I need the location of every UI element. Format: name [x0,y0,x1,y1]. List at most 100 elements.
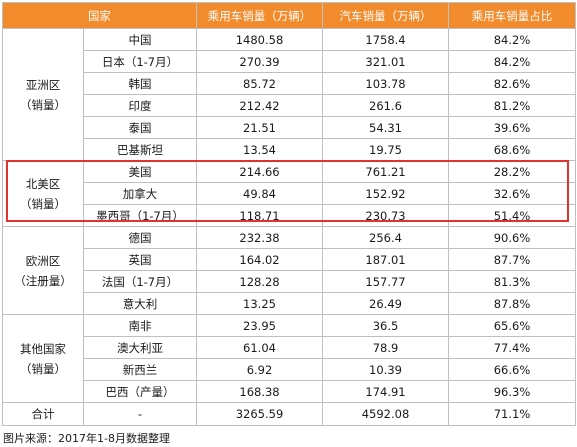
header-passenger-share: 乘用车销量占比 [448,2,576,29]
total-vehicle-sales: 4592.08 [322,402,449,426]
vehicle-sales-cell: 187.01 [322,248,449,271]
region-metric: （销量） [20,97,66,112]
share-cell: 65.6% [448,314,576,337]
header-vehicle-sales: 汽车销量（万辆） [322,2,449,29]
sales-table: 国家 乘用车销量（万辆） 汽车销量（万辆） 乘用车销量占比 亚洲区 （销量） 中国 1… [2,2,576,426]
share-cell: 28.2% [448,160,576,183]
vehicle-sales-cell: 1758.4 [322,28,449,51]
country-cell: 巴西（产量） [83,380,197,403]
vehicle-sales-cell: 78.9 [322,336,449,359]
passenger-sales-cell: 164.02 [196,248,323,271]
passenger-sales-cell: 6.92 [196,358,323,381]
region-name: 北美区 [25,176,61,191]
table-row: 欧洲区 （注册量） 德国 232.38 256.4 90.6% [2,226,576,315]
passenger-sales-cell: 49.84 [196,182,323,205]
passenger-sales-cell: 85.72 [196,72,323,95]
region-cell: 北美区 （销量） [2,160,84,227]
share-cell: 51.4% [448,204,576,227]
table-row: 澳大利亚 61.04 78.9 77.4% [3,336,576,359]
passenger-sales-cell: 214.66 [196,160,323,183]
vehicle-sales-cell: 10.39 [322,358,449,381]
vehicle-sales-cell: 256.4 [322,226,449,249]
country-cell: 新西兰 [83,358,197,381]
share-cell: 87.7% [448,248,576,271]
share-cell: 82.6% [448,72,576,95]
vehicle-sales-cell: 36.5 [322,314,449,337]
total-label: 合计 [2,402,84,426]
table-row: 其他国家 （销量） 南非 23.95 36.5 65.6% [2,314,576,403]
total-share: 71.1% [448,402,576,426]
source-note: 图片来源：2017年1-8月数据整理 [3,432,170,445]
vehicle-sales-cell: 761.21 [322,160,449,183]
passenger-sales-cell: 1480.58 [196,28,323,51]
passenger-sales-cell: 118.71 [196,204,323,227]
share-cell: 87.8% [448,292,576,315]
country-cell: 意大利 [83,292,197,315]
table-row: 意大利 13.25 26.49 87.8% [3,292,576,315]
share-cell: 96.3% [448,380,576,403]
share-cell: 66.6% [448,358,576,381]
total-country-cell: - [83,402,197,426]
share-cell: 84.2% [448,28,576,51]
vehicle-sales-cell: 174.91 [322,380,449,403]
vehicle-sales-cell: 26.49 [322,292,449,315]
country-cell: 澳大利亚 [83,336,197,359]
region-name: 其他国家 [20,341,66,356]
table-row: 英国 164.02 187.01 87.7% [3,248,576,271]
passenger-sales-cell: 13.54 [196,138,323,161]
country-cell: 美国 [83,160,197,183]
country-cell: 英国 [83,248,197,271]
share-cell: 39.6% [448,116,576,139]
table-row: 墨西哥（1-7月） 118.71 230.73 51.4% [3,204,576,227]
share-cell: 90.6% [448,226,576,249]
header-passenger-sales: 乘用车销量（万辆） [196,2,323,29]
share-cell: 81.2% [448,94,576,117]
vehicle-sales-cell: 103.78 [322,72,449,95]
country-cell: 墨西哥（1-7月） [83,204,197,227]
passenger-sales-cell: 21.51 [196,116,323,139]
country-cell: 中国 [83,28,197,51]
share-cell: 77.4% [448,336,576,359]
passenger-sales-cell: 61.04 [196,336,323,359]
region-name: 欧洲区 [25,253,61,268]
country-cell: 德国 [83,226,197,249]
share-cell: 32.6% [448,182,576,205]
country-cell: 巴基斯坦 [83,138,197,161]
table-row: 日本（1-7月） 270.39 321.01 84.2% [3,50,576,73]
vehicle-sales-cell: 54.31 [322,116,449,139]
country-cell: 加拿大 [83,182,197,205]
vehicle-sales-cell: 157.77 [322,270,449,293]
total-row: 合计 -3265.59 4592.08 71.1% [2,402,576,426]
table-row: 新西兰 6.92 10.39 66.6% [3,358,576,381]
passenger-sales-cell: 13.25 [196,292,323,315]
vehicle-sales-cell: 321.01 [322,50,449,73]
region-name: 亚洲区 [25,77,61,92]
header-country: 国家 [2,2,197,29]
region-metric: （销量） [20,196,66,211]
header-row: 国家 乘用车销量（万辆） 汽车销量（万辆） 乘用车销量占比 [2,2,576,29]
country-cell: 法国（1-7月） [83,270,197,293]
vehicle-sales-cell: 19.75 [322,138,449,161]
country-cell: 泰国 [83,116,197,139]
country-cell: 日本（1-7月） [83,50,197,73]
passenger-sales-cell: 168.38 [196,380,323,403]
region-cell: 其他国家 （销量） [2,314,84,403]
share-cell: 81.3% [448,270,576,293]
table-row: 印度 212.42 261.6 81.2% [3,94,576,117]
country-cell: 印度 [83,94,197,117]
share-cell: 68.6% [448,138,576,161]
table-row: 韩国 85.72 103.78 82.6% [3,72,576,95]
table-row: 北美区 （销量） 美国 214.66 761.21 28.2% [2,160,576,227]
country-cell: 南非 [83,314,197,337]
passenger-sales-cell: 128.28 [196,270,323,293]
vehicle-sales-cell: 230.73 [322,204,449,227]
region-cell: 亚洲区 （销量） [2,28,84,161]
table-row: 亚洲区 （销量） 中国 1480.58 1758.4 84.2% [2,28,576,161]
vehicle-sales-cell: 152.92 [322,182,449,205]
table-row: 巴西（产量） 168.38 174.91 96.3% [3,380,576,403]
total-passenger-sales: 3265.59 [196,402,323,426]
table-row: 加拿大 49.84 152.92 32.6% [3,182,576,205]
passenger-sales-cell: 212.42 [196,94,323,117]
region-metric: （销量） [20,361,66,376]
region-metric: （注册量） [14,273,72,288]
